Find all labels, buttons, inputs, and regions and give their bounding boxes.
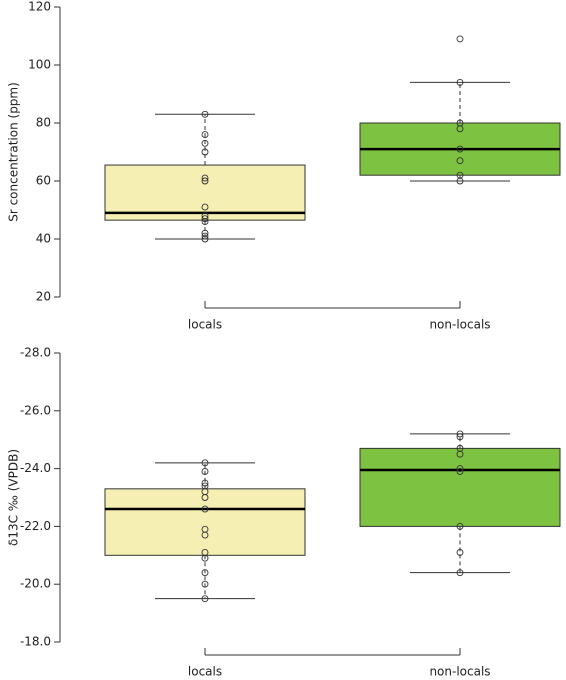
y-tick-label: -26.0	[20, 403, 51, 417]
point	[201, 468, 209, 475]
box	[104, 488, 306, 556]
point	[456, 125, 464, 133]
y-tick-label: 60	[36, 174, 51, 188]
point	[201, 203, 209, 211]
x-tick-label: non-locals	[429, 318, 490, 332]
point	[456, 78, 464, 86]
y-tick-label: 80	[36, 116, 51, 130]
point	[201, 110, 209, 118]
y-tick-label: -20.0	[20, 577, 51, 591]
y-axis-label: Sr concentration (ppm)	[7, 82, 21, 222]
y-tick-label: -28.0	[20, 346, 51, 360]
x-tick-label: non-locals	[429, 665, 490, 677]
y-tick-label: 40	[36, 232, 51, 246]
point	[201, 580, 209, 588]
point	[201, 554, 209, 562]
point	[201, 215, 209, 223]
y-tick-label: 120	[28, 0, 51, 14]
point	[201, 232, 209, 240]
point	[201, 139, 209, 147]
box	[104, 164, 306, 221]
point	[201, 459, 209, 467]
x-tick-label: locals	[188, 318, 222, 332]
point	[456, 145, 464, 153]
y-tick-label: 100	[28, 58, 51, 72]
y-tick-label: 20	[36, 290, 51, 304]
point	[201, 148, 209, 156]
point	[201, 595, 209, 603]
x-tick-label: locals	[188, 665, 222, 677]
point	[201, 218, 209, 226]
point	[201, 531, 209, 539]
point	[456, 468, 464, 475]
y-axis-label: δ13C ‰ (VPDB)	[7, 449, 21, 546]
point	[201, 505, 209, 513]
box	[359, 447, 561, 527]
point	[456, 450, 464, 458]
point	[201, 479, 209, 487]
point	[456, 430, 464, 438]
y-tick-label: -22.0	[20, 519, 51, 533]
y-tick-label: -24.0	[20, 461, 51, 475]
point	[201, 131, 209, 139]
point	[456, 465, 464, 473]
y-tick-label: -18.0	[20, 635, 51, 649]
point	[456, 177, 464, 185]
point	[456, 569, 464, 577]
point	[456, 522, 464, 530]
point	[201, 235, 209, 243]
point	[201, 569, 209, 577]
point	[456, 433, 464, 441]
point	[456, 548, 464, 556]
point	[201, 494, 209, 501]
point	[201, 177, 209, 185]
point	[201, 174, 209, 182]
point	[456, 157, 464, 165]
point	[456, 35, 464, 43]
